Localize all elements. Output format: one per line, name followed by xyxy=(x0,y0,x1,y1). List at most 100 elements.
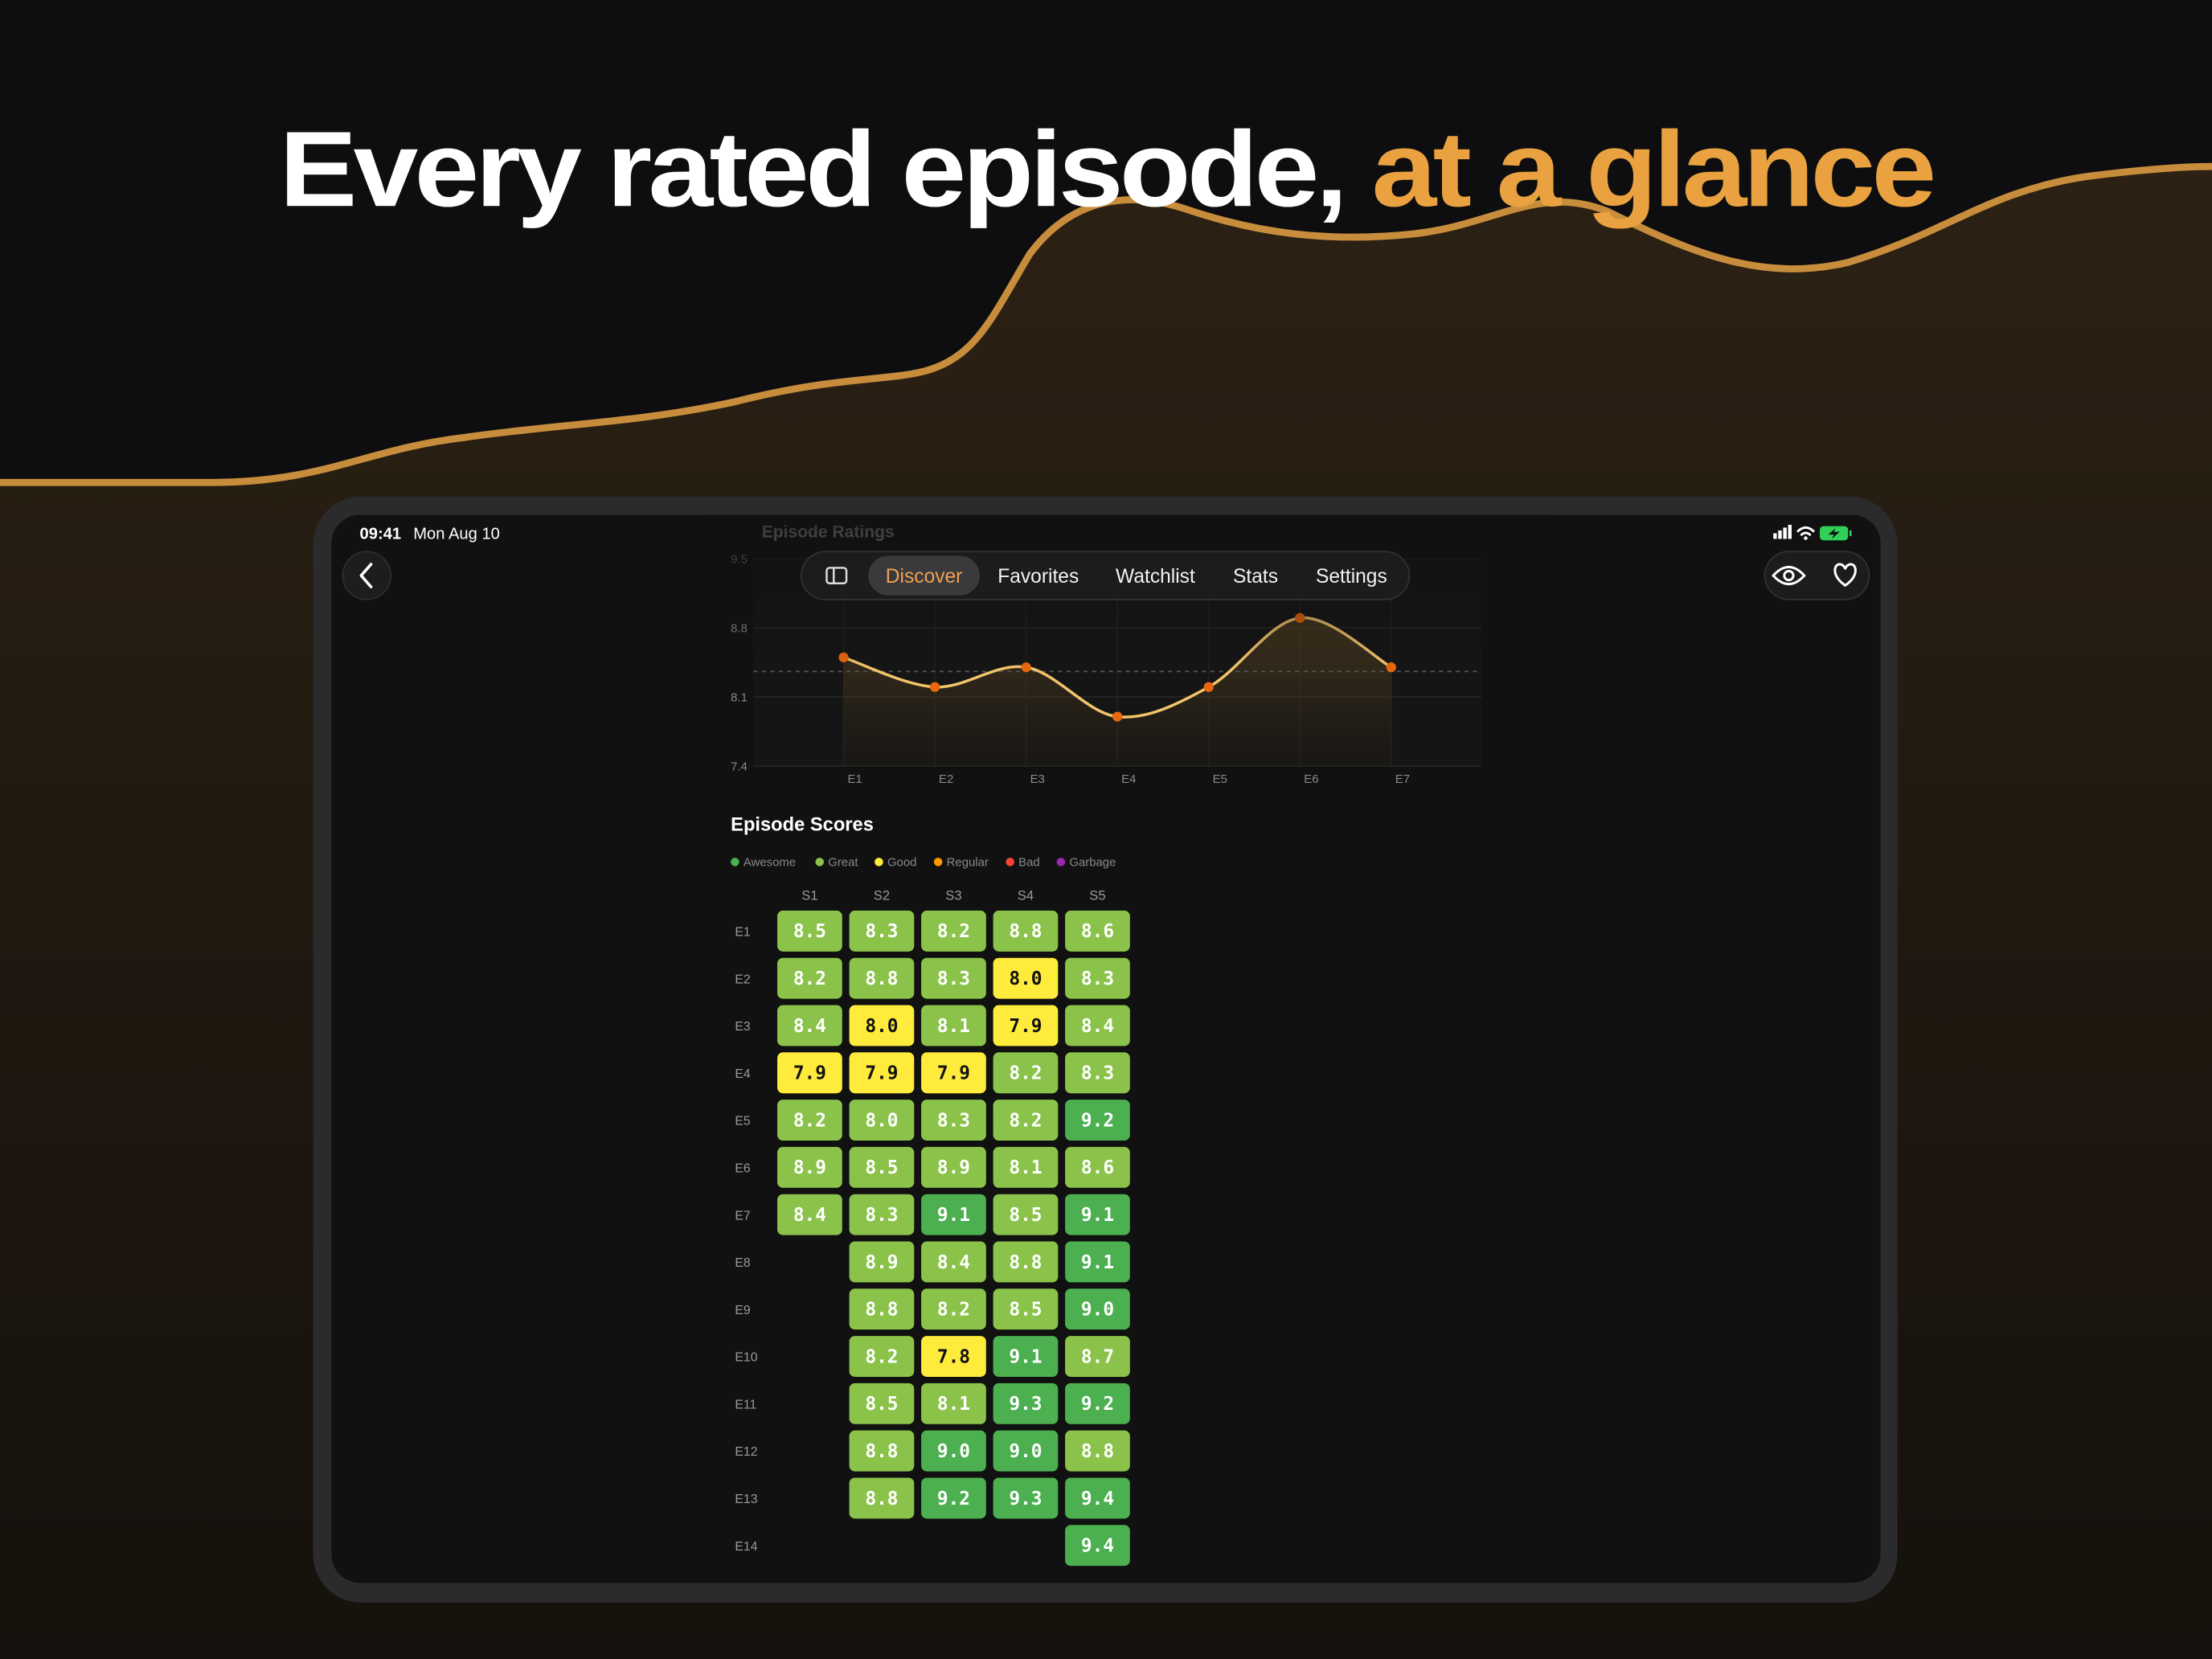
column-label: S2 xyxy=(874,888,890,903)
score-cell xyxy=(993,1100,1059,1141)
score-cell xyxy=(921,1241,986,1283)
score-label: 8.2 xyxy=(937,921,970,942)
score-cell xyxy=(849,1382,915,1424)
legend-label: Garbage xyxy=(1069,857,1116,870)
score-cell xyxy=(1065,1100,1130,1141)
x-tick-label: E3 xyxy=(1030,773,1045,786)
x-tick-label: E1 xyxy=(847,773,862,786)
score-cell xyxy=(849,1194,915,1235)
score-cell xyxy=(921,1146,986,1188)
score-label: 8.2 xyxy=(1009,1063,1042,1084)
score-cell xyxy=(993,1194,1059,1235)
score-label: 8.0 xyxy=(865,1016,898,1037)
headline: Every rated episode, at a glance xyxy=(280,109,1933,229)
score-cell xyxy=(1065,1336,1130,1377)
row-label: E1 xyxy=(735,926,750,940)
row-label: E12 xyxy=(735,1445,757,1459)
score-cell xyxy=(777,957,842,999)
score-cell xyxy=(993,1146,1059,1188)
score-cell xyxy=(777,1146,842,1188)
score-label: 8.4 xyxy=(793,1205,826,1226)
column-label: S1 xyxy=(801,888,817,903)
signal-bar xyxy=(1783,527,1787,539)
score-cell xyxy=(849,1146,915,1188)
row-label: E8 xyxy=(735,1256,751,1270)
row-label: E11 xyxy=(735,1398,756,1411)
score-cell xyxy=(1065,1288,1130,1330)
x-tick-label: E2 xyxy=(939,773,953,786)
score-label: 9.0 xyxy=(1081,1300,1114,1321)
status-date: Mon Aug 10 xyxy=(413,525,500,543)
score-cell xyxy=(777,1052,842,1094)
score-label: 9.1 xyxy=(1009,1346,1042,1367)
score-label: 8.8 xyxy=(865,1300,898,1321)
score-cell xyxy=(849,1288,915,1330)
back-button[interactable] xyxy=(342,551,392,600)
score-label: 8.3 xyxy=(937,1110,970,1131)
sidebar-toggle[interactable] xyxy=(825,567,848,584)
score-cell xyxy=(921,1336,986,1377)
score-label: 9.4 xyxy=(1081,1536,1114,1557)
signal-bar xyxy=(1788,524,1792,539)
score-cell xyxy=(849,1005,915,1047)
back-button-bg xyxy=(342,551,392,600)
score-cell xyxy=(921,1194,986,1235)
score-label: 8.3 xyxy=(937,969,970,989)
tab-selected-bg xyxy=(868,555,980,596)
score-cell xyxy=(777,1100,842,1141)
section-title: Episode Scores xyxy=(731,815,874,836)
score-label: 8.9 xyxy=(865,1252,898,1273)
legend-label: Awesome xyxy=(743,857,796,870)
favorite-button[interactable] xyxy=(1833,563,1857,587)
score-label: 8.5 xyxy=(865,1157,898,1178)
nav-tab[interactable]: Discover xyxy=(886,566,963,588)
signal-bar xyxy=(1778,530,1782,539)
score-label: 8.8 xyxy=(1009,1252,1042,1273)
sidebar-icon xyxy=(825,567,848,584)
nav-tab[interactable]: Watchlist xyxy=(1116,566,1195,588)
x-tick-label: E4 xyxy=(1121,773,1136,786)
column-label: S5 xyxy=(1089,888,1105,903)
score-cell xyxy=(1065,1052,1130,1094)
score-cell xyxy=(921,1052,986,1094)
score-label: 8.8 xyxy=(865,969,898,989)
watch-button[interactable] xyxy=(1772,566,1806,586)
nav-tab[interactable]: Stats xyxy=(1233,566,1278,588)
x-tick-label: E7 xyxy=(1395,773,1410,786)
y-tick-label: 8.1 xyxy=(731,691,748,704)
score-label: 9.1 xyxy=(937,1205,970,1226)
score-label: 9.2 xyxy=(1081,1110,1114,1131)
score-cell xyxy=(921,1100,986,1141)
score-label: 8.8 xyxy=(865,1489,898,1509)
nav-tab[interactable]: Favorites xyxy=(997,566,1079,588)
score-cell xyxy=(1065,1194,1130,1235)
legend-dot xyxy=(933,858,943,866)
headline-text: Every rated episode, xyxy=(280,109,1345,229)
score-cell xyxy=(921,910,986,952)
score-cell xyxy=(921,1005,986,1047)
legend-label: Regular xyxy=(947,857,989,870)
score-label: 9.3 xyxy=(1009,1489,1042,1509)
y-tick-label: 7.4 xyxy=(731,760,748,773)
score-cell xyxy=(993,1288,1059,1330)
row-label: E3 xyxy=(735,1020,751,1034)
score-cell xyxy=(777,1005,842,1047)
score-label: 8.1 xyxy=(1009,1157,1042,1178)
nav-tab[interactable]: Settings xyxy=(1316,566,1387,588)
score-cell xyxy=(849,1100,915,1141)
wifi-icon xyxy=(1796,526,1816,537)
score-cell xyxy=(849,910,915,952)
rating-point xyxy=(1203,682,1214,692)
heart-icon xyxy=(1833,563,1857,587)
row-label: E10 xyxy=(735,1351,757,1365)
score-label: 9.0 xyxy=(937,1441,970,1462)
row-label: E9 xyxy=(735,1304,751,1317)
score-cell xyxy=(1065,1146,1130,1188)
score-cell xyxy=(777,1194,842,1235)
score-cell xyxy=(1065,957,1130,999)
score-cell xyxy=(993,957,1059,999)
score-cell xyxy=(849,1336,915,1377)
score-cell xyxy=(921,1477,986,1519)
score-cell xyxy=(849,1052,915,1094)
